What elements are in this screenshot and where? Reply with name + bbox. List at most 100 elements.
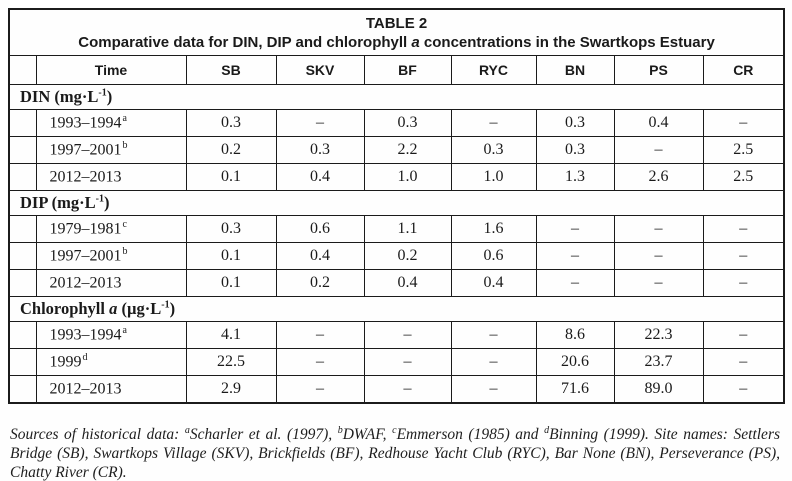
value-cell: – <box>450 348 537 376</box>
row-spacer-cell <box>8 163 37 191</box>
header-row: Time SB SKV BF RYC BN PS CR <box>8 55 785 85</box>
value-cell: 0.4 <box>450 269 537 297</box>
table-row: 1993–1994a 4.1 – – – 8.6 22.3 – <box>8 321 785 349</box>
col-header-bf: BF <box>363 55 452 85</box>
source-superscript: b <box>122 140 128 152</box>
section-label: DIP (mg·L-1) <box>8 190 785 216</box>
value-cell: 0.1 <box>185 163 277 191</box>
value-cell: 71.6 <box>535 375 615 404</box>
value-cell: 0.3 <box>535 136 615 164</box>
value-cell: 0.4 <box>613 109 704 137</box>
value-cell: – <box>613 269 704 297</box>
unit-superscript: -1 <box>95 193 104 205</box>
col-header-time: Time <box>35 55 187 85</box>
col-header-cr: CR <box>702 55 785 85</box>
value-cell: 8.6 <box>535 321 615 349</box>
table-row: 2012–2013 0.1 0.4 1.0 1.0 1.3 2.6 2.5 <box>8 163 785 191</box>
time-cell: 1999d <box>35 348 187 376</box>
caption-row: TABLE 2 Comparative data for DIN, DIP an… <box>8 8 785 56</box>
time-cell: 1993–1994a <box>35 109 187 137</box>
value-cell: 1.1 <box>363 215 452 243</box>
row-spacer-cell <box>8 375 37 404</box>
table-2: TABLE 2 Comparative data for DIN, DIP an… <box>8 8 786 404</box>
value-cell: – <box>450 109 537 137</box>
value-cell: 0.3 <box>185 109 277 137</box>
table-footnote: Sources of historical data: aScharler et… <box>10 425 781 481</box>
value-cell: 0.1 <box>185 242 277 270</box>
value-cell: 2.6 <box>613 163 704 191</box>
value-cell: – <box>535 269 615 297</box>
value-cell: 2.5 <box>702 136 785 164</box>
row-spacer-cell <box>8 242 37 270</box>
source-superscript: a <box>122 113 127 125</box>
section-header-din: DIN (mg·L-1) <box>8 84 785 110</box>
value-cell: 0.4 <box>275 242 365 270</box>
value-cell: 4.1 <box>185 321 277 349</box>
source-superscript-d: d <box>544 425 550 436</box>
unit-superscript: -1 <box>98 87 107 99</box>
value-cell: 0.3 <box>363 109 452 137</box>
value-cell: 0.3 <box>450 136 537 164</box>
table-row: 1997–2001b 0.1 0.4 0.2 0.6 – – – <box>8 242 785 270</box>
value-cell: 2.2 <box>363 136 452 164</box>
table-title: Comparative data for DIN, DIP and chloro… <box>78 33 715 51</box>
source-superscript-b: b <box>337 425 343 436</box>
source-superscript: b <box>122 246 128 258</box>
value-cell: – <box>613 242 704 270</box>
section-label: Chlorophyll a (µg·L-1) <box>8 296 785 322</box>
value-cell: – <box>275 375 365 404</box>
time-cell: 2012–2013 <box>35 375 187 404</box>
value-cell: – <box>275 348 365 376</box>
value-cell: 20.6 <box>535 348 615 376</box>
time-cell: 2012–2013 <box>35 269 187 297</box>
value-cell: 1.3 <box>535 163 615 191</box>
row-spacer-cell <box>8 136 37 164</box>
value-cell: 0.2 <box>185 136 277 164</box>
value-cell: – <box>702 242 785 270</box>
value-cell: – <box>702 375 785 404</box>
value-cell: 0.3 <box>275 136 365 164</box>
value-cell: 2.5 <box>702 163 785 191</box>
source-superscript: c <box>122 219 127 231</box>
value-cell: – <box>275 109 365 137</box>
table-caption: TABLE 2 Comparative data for DIN, DIP an… <box>8 8 785 56</box>
value-cell: 0.4 <box>363 269 452 297</box>
value-cell: 2.9 <box>185 375 277 404</box>
row-spacer-cell <box>8 109 37 137</box>
value-cell: – <box>275 321 365 349</box>
value-cell: – <box>702 321 785 349</box>
unit-superscript: -1 <box>161 299 170 311</box>
section-header-chlorophyll: Chlorophyll a (µg·L-1) <box>8 296 785 322</box>
value-cell: – <box>450 321 537 349</box>
table-number: TABLE 2 <box>365 14 428 32</box>
value-cell: 0.3 <box>535 109 615 137</box>
value-cell: 0.2 <box>363 242 452 270</box>
col-header-ps: PS <box>613 55 704 85</box>
table-row: 1999d 22.5 – – – 20.6 23.7 – <box>8 348 785 376</box>
source-superscript: a <box>122 325 127 337</box>
value-cell: – <box>613 215 704 243</box>
time-cell: 2012–2013 <box>35 163 187 191</box>
value-cell: 0.1 <box>185 269 277 297</box>
col-header-sb: SB <box>185 55 277 85</box>
value-cell: 0.4 <box>275 163 365 191</box>
section-header-dip: DIP (mg·L-1) <box>8 190 785 216</box>
section-label: DIN (mg·L-1) <box>8 84 785 110</box>
value-cell: 22.5 <box>185 348 277 376</box>
time-cell: 1997–2001b <box>35 136 187 164</box>
value-cell: – <box>702 269 785 297</box>
value-cell: 1.0 <box>363 163 452 191</box>
value-cell: 1.6 <box>450 215 537 243</box>
value-cell: – <box>613 136 704 164</box>
value-cell: – <box>363 348 452 376</box>
value-cell: – <box>363 321 452 349</box>
col-header-skv: SKV <box>275 55 365 85</box>
source-superscript-c: c <box>392 425 397 436</box>
time-cell: 1979–1981c <box>35 215 187 243</box>
row-spacer-cell <box>8 269 37 297</box>
table-row: 2012–2013 0.1 0.2 0.4 0.4 – – – <box>8 269 785 297</box>
value-cell: 0.6 <box>275 215 365 243</box>
row-spacer-cell <box>8 348 37 376</box>
value-cell: – <box>702 348 785 376</box>
